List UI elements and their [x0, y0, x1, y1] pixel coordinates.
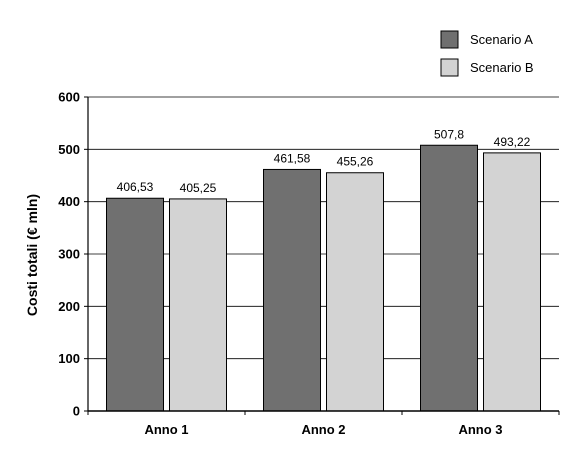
data-label: 406,53 [117, 180, 154, 194]
legend-label: Scenario B [470, 60, 534, 75]
bar [483, 152, 541, 412]
axes [87, 97, 559, 412]
data-labels: 406,53 405,25 461,58 455,26 507,8 493,22 [117, 127, 531, 195]
y-axis-label: Costi totali (€ mln) [24, 194, 40, 316]
x-axis-ticks: Anno 1 Anno 2 Anno 3 [87, 411, 560, 437]
gridlines [88, 96, 559, 360]
bar [263, 168, 321, 412]
bar [169, 198, 227, 412]
y-axis-ticks: 0 100 200 300 400 500 600 [58, 90, 88, 419]
data-label: 461,58 [274, 151, 311, 165]
y-tick-label: 200 [58, 299, 80, 314]
legend-label: Scenario A [470, 32, 533, 47]
y-tick-label: 500 [58, 142, 80, 157]
data-label: 493,22 [494, 135, 531, 149]
legend-swatch [440, 58, 459, 77]
y-tick-label: 600 [58, 90, 80, 105]
y-tick-label: 100 [58, 351, 80, 366]
bar [326, 172, 384, 412]
x-tick-label: Anno 3 [458, 422, 502, 437]
legend-swatch [440, 30, 459, 49]
bars [106, 144, 541, 412]
x-tick-label: Anno 2 [301, 422, 345, 437]
data-label: 405,25 [180, 181, 217, 195]
y-tick-label: 400 [58, 194, 80, 209]
bar [106, 197, 164, 412]
data-label: 507,8 [434, 127, 464, 141]
bar [420, 144, 478, 412]
legend: Scenario A Scenario B [440, 30, 534, 77]
y-tick-label: 0 [73, 404, 80, 419]
data-label: 455,26 [337, 155, 374, 169]
y-tick-label: 300 [58, 247, 80, 262]
x-tick-label: Anno 1 [144, 422, 188, 437]
